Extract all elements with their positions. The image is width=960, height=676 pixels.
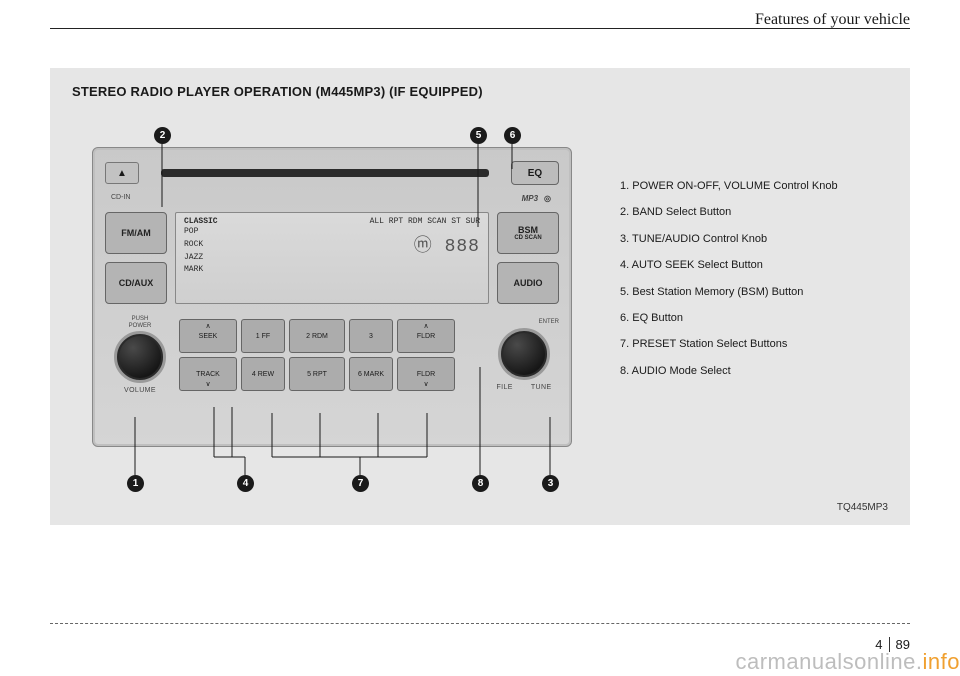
radio-unit: ▲ EQ CD-IN MP3 ◎ FM/AM CD/AUX: [92, 147, 572, 447]
cdscan-label: CD SCAN: [514, 235, 541, 241]
volume-knob[interactable]: [114, 331, 166, 383]
list-item: 1. POWER ON-OFF, VOLUME Control Knob: [620, 173, 838, 199]
cd-in-label: CD-IN: [111, 194, 130, 201]
preset-grid: ∧SEEK 1 FF 2 RDM 3 ∧FLDR TRACK∨ 4 REW 5 …: [179, 319, 485, 391]
mid-row: FM/AM CD/AUX CLASSIC ALL RPT RDM SCAN ST…: [105, 212, 559, 304]
section-title: STEREO RADIO PLAYER OPERATION (M445MP3) …: [72, 84, 888, 99]
audio-button[interactable]: AUDIO: [497, 262, 559, 304]
file-label: FILE: [496, 384, 512, 391]
eq-button[interactable]: EQ: [511, 161, 559, 185]
cd-slot: [161, 169, 489, 177]
diagram-row: 2 5 6 1 4 7 8 3: [72, 117, 888, 507]
fldr-down-button[interactable]: FLDR∨: [397, 357, 455, 391]
volume-knob-group: PUSH POWER VOLUME: [105, 316, 175, 394]
bottom-controls: PUSH POWER VOLUME ∧SEEK 1 FF 2 RDM 3 ∧FL…: [105, 316, 559, 394]
seek-button[interactable]: ∧SEEK: [179, 319, 237, 353]
list-item: 6. EQ Button: [620, 305, 838, 331]
list-item: 2. BAND Select Button: [620, 199, 838, 225]
knob-enter-label: ENTER: [539, 319, 559, 326]
callout-2: 2: [154, 127, 171, 144]
lcd-number: ⓜ 888: [414, 231, 480, 257]
format-logos: MP3 ◎: [522, 194, 551, 203]
fm-am-button[interactable]: FM/AM: [105, 212, 167, 254]
tune-knob[interactable]: [498, 328, 550, 380]
figure-code: TQ445MP3: [837, 502, 888, 513]
header-rule: Features of your vehicle: [50, 28, 910, 44]
callout-8: 8: [472, 475, 489, 492]
radio-diagram: 2 5 6 1 4 7 8 3: [72, 117, 592, 507]
list-item: 3. TUNE/AUDIO Control Knob: [620, 226, 838, 252]
lcd-indicators: ALL RPT RDM SCAN ST SUR: [370, 217, 480, 226]
eject-button[interactable]: ▲: [105, 162, 139, 184]
callout-4: 4: [237, 475, 254, 492]
tune-knob-group: ENTER FILE TUNE: [489, 319, 559, 391]
preset-5-button[interactable]: 5 RPT: [289, 357, 345, 391]
preset-1-button[interactable]: 1 FF: [241, 319, 285, 353]
list-item: 8. AUDIO Mode Select: [620, 358, 838, 384]
callout-6: 6: [504, 127, 521, 144]
list-item: 5. Best Station Memory (BSM) Button: [620, 279, 838, 305]
cd-aux-button[interactable]: CD/AUX: [105, 262, 167, 304]
callout-5: 5: [470, 127, 487, 144]
bsm-button[interactable]: BSM CD SCAN: [497, 212, 559, 254]
chevron-up-icon: ∧: [423, 322, 428, 330]
preset-6-button[interactable]: 6 MARK: [349, 357, 393, 391]
chevron-down-icon: ∨: [205, 380, 210, 388]
right-button-stack: BSM CD SCAN AUDIO: [497, 212, 559, 304]
list-item: 7. PRESET Station Select Buttons: [620, 331, 838, 357]
header-title: Features of your vehicle: [755, 11, 910, 29]
fldr-up-button[interactable]: ∧FLDR: [397, 319, 455, 353]
list-item: 4. AUTO SEEK Select Button: [620, 252, 838, 278]
watermark-b: info: [923, 649, 960, 675]
mp3-logo: MP3: [522, 194, 538, 203]
lcd-line: MARK: [184, 264, 480, 277]
callout-3: 3: [542, 475, 559, 492]
tune-labels: FILE TUNE: [496, 380, 551, 391]
lcd-preset: CLASSIC: [184, 217, 218, 226]
preset-4-button[interactable]: 4 REW: [241, 357, 285, 391]
watermark: carmanualsonline. info: [735, 649, 960, 675]
chevron-up-icon: ∧: [205, 322, 210, 330]
track-button[interactable]: TRACK∨: [179, 357, 237, 391]
feature-list: 1. POWER ON-OFF, VOLUME Control Knob 2. …: [620, 173, 838, 507]
volume-label: VOLUME: [124, 387, 156, 394]
knob-push-label: PUSH POWER: [129, 316, 152, 329]
callout-7: 7: [352, 475, 369, 492]
watermark-a: carmanualsonline.: [735, 649, 922, 675]
page: Features of your vehicle STEREO RADIO PL…: [0, 0, 960, 676]
chevron-down-icon: ∨: [423, 380, 428, 388]
preset-2-button[interactable]: 2 RDM: [289, 319, 345, 353]
content-panel: STEREO RADIO PLAYER OPERATION (M445MP3) …: [50, 68, 910, 525]
preset-3-button[interactable]: 3: [349, 319, 393, 353]
left-button-stack: FM/AM CD/AUX: [105, 212, 167, 304]
slot-row: ▲ EQ: [105, 158, 559, 188]
callout-1: 1: [127, 475, 144, 492]
footer-rule: [50, 623, 910, 624]
tune-label: TUNE: [531, 384, 552, 391]
disc-icon: ◎: [544, 194, 551, 203]
bsm-label: BSM: [518, 225, 538, 235]
lcd-display: CLASSIC ALL RPT RDM SCAN ST SUR POP ROCK…: [175, 212, 489, 304]
